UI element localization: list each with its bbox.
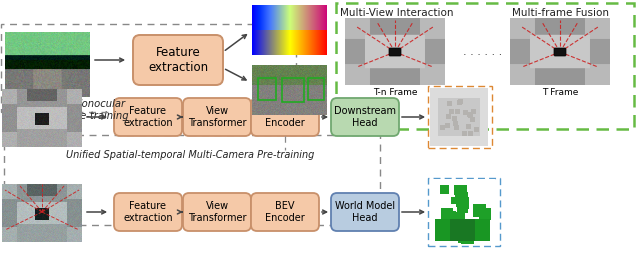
Bar — [4, 135, 380, 225]
FancyBboxPatch shape — [133, 35, 223, 85]
FancyBboxPatch shape — [331, 193, 399, 231]
Text: Multi-View Interaction: Multi-View Interaction — [340, 8, 454, 18]
Text: T-n Frame: T-n Frame — [372, 88, 417, 97]
FancyBboxPatch shape — [389, 48, 401, 56]
FancyBboxPatch shape — [251, 98, 319, 136]
Text: BEV
Encoder: BEV Encoder — [265, 106, 305, 128]
Bar — [336, 3, 634, 129]
Text: World Model
Head: World Model Head — [335, 201, 395, 223]
FancyBboxPatch shape — [183, 98, 251, 136]
FancyBboxPatch shape — [183, 193, 251, 231]
Text: Downstream
Head: Downstream Head — [334, 106, 396, 128]
Text: Feature
extraction: Feature extraction — [123, 201, 173, 223]
Text: View
Transformer: View Transformer — [188, 201, 246, 223]
Text: Feature
extraction: Feature extraction — [123, 106, 173, 128]
FancyBboxPatch shape — [251, 193, 319, 231]
Text: . . . . . .: . . . . . . — [463, 47, 502, 57]
Bar — [282, 78, 304, 102]
Bar — [258, 78, 276, 100]
Bar — [428, 86, 492, 148]
Text: View
Transformer: View Transformer — [188, 106, 246, 128]
Text: Multi-frame Fusion: Multi-frame Fusion — [511, 8, 609, 18]
Text: BEV
Encoder: BEV Encoder — [265, 201, 305, 223]
Text: Unified Spatial-temporal Multi-Camera Pre-training: Unified Spatial-temporal Multi-Camera Pr… — [66, 150, 314, 160]
Text: Monocular
Pre-training: Monocular Pre-training — [70, 99, 129, 121]
FancyBboxPatch shape — [114, 98, 182, 136]
FancyBboxPatch shape — [114, 193, 182, 231]
Bar — [428, 178, 500, 246]
Text: T Frame: T Frame — [542, 88, 578, 97]
FancyBboxPatch shape — [554, 48, 566, 56]
FancyBboxPatch shape — [331, 98, 399, 136]
Bar — [1, 24, 296, 112]
Text: Feature
extraction: Feature extraction — [148, 46, 208, 74]
Bar — [308, 78, 324, 100]
